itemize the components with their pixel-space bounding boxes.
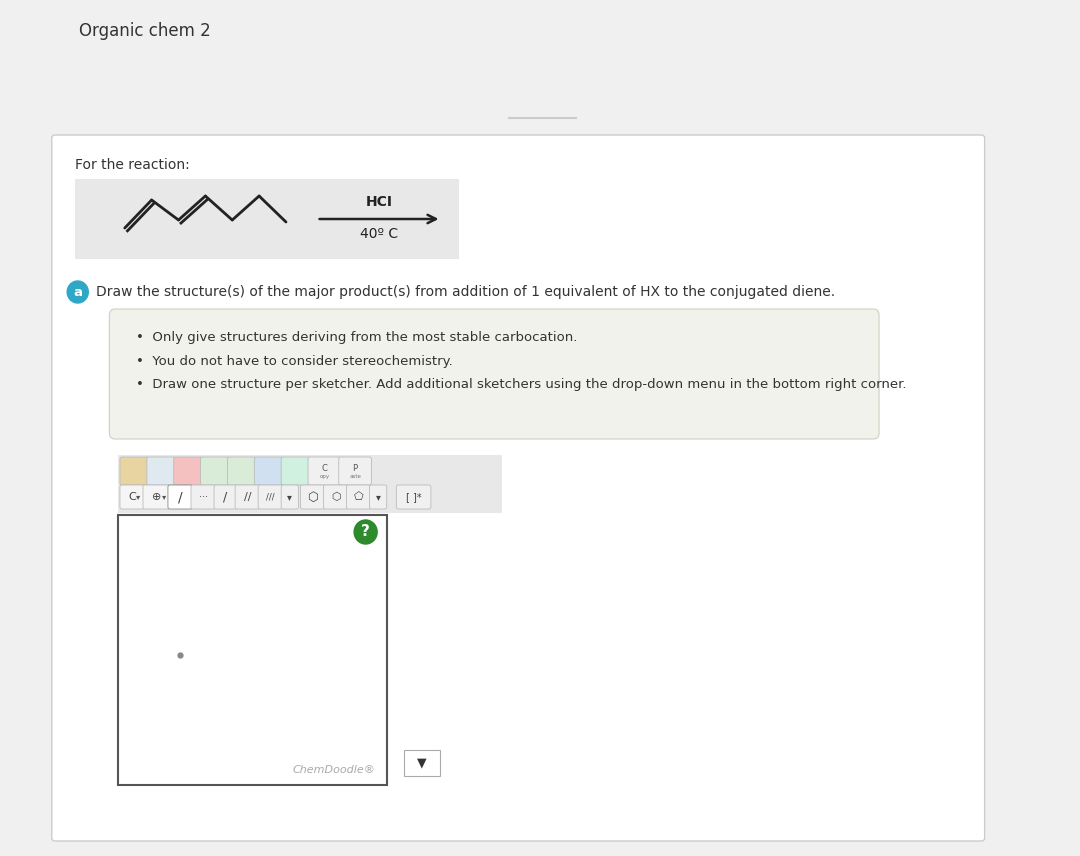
Circle shape xyxy=(354,520,377,544)
Text: ···: ··· xyxy=(199,492,208,502)
Text: 40º C: 40º C xyxy=(360,227,399,241)
FancyBboxPatch shape xyxy=(281,457,310,485)
Text: opy: opy xyxy=(320,473,329,479)
FancyBboxPatch shape xyxy=(201,457,229,485)
Text: /: / xyxy=(224,490,228,503)
Text: HCI: HCI xyxy=(365,195,392,209)
Circle shape xyxy=(67,281,89,303)
Text: For the reaction:: For the reaction: xyxy=(75,158,190,172)
FancyBboxPatch shape xyxy=(235,485,260,509)
Text: ///: /// xyxy=(267,492,275,502)
FancyBboxPatch shape xyxy=(396,485,431,509)
Text: ▾: ▾ xyxy=(162,492,166,502)
Text: ▾: ▾ xyxy=(287,492,293,502)
FancyBboxPatch shape xyxy=(118,455,502,513)
FancyBboxPatch shape xyxy=(300,485,325,509)
FancyBboxPatch shape xyxy=(143,485,170,509)
FancyBboxPatch shape xyxy=(109,309,879,439)
Text: ▾: ▾ xyxy=(136,492,140,502)
FancyBboxPatch shape xyxy=(168,485,193,509)
Text: •  Draw one structure per sketcher. Add additional sketchers using the drop-down: • Draw one structure per sketcher. Add a… xyxy=(136,377,907,390)
FancyBboxPatch shape xyxy=(258,485,283,509)
Text: /: / xyxy=(178,490,183,504)
FancyBboxPatch shape xyxy=(281,485,298,509)
Text: ⬠: ⬠ xyxy=(354,492,364,502)
Text: C: C xyxy=(129,492,136,502)
FancyBboxPatch shape xyxy=(214,485,237,509)
Text: •  You do not have to consider stereochemistry.: • You do not have to consider stereochem… xyxy=(136,354,453,367)
Text: ?: ? xyxy=(361,525,370,539)
Text: •  Only give structures deriving from the most stable carbocation.: • Only give structures deriving from the… xyxy=(136,331,578,344)
FancyBboxPatch shape xyxy=(120,457,149,485)
FancyBboxPatch shape xyxy=(174,457,202,485)
Text: ChemDoodle®: ChemDoodle® xyxy=(293,765,375,775)
Text: ▼: ▼ xyxy=(418,757,427,770)
Text: ⬡: ⬡ xyxy=(330,492,341,502)
FancyBboxPatch shape xyxy=(347,485,372,509)
FancyBboxPatch shape xyxy=(120,485,145,509)
Text: ⬡: ⬡ xyxy=(308,490,319,503)
FancyBboxPatch shape xyxy=(339,457,372,485)
FancyBboxPatch shape xyxy=(404,750,441,776)
Text: ⊕: ⊕ xyxy=(151,492,161,502)
FancyBboxPatch shape xyxy=(118,515,387,785)
FancyBboxPatch shape xyxy=(369,485,387,509)
Text: ▾: ▾ xyxy=(376,492,380,502)
FancyBboxPatch shape xyxy=(228,457,256,485)
Text: //: // xyxy=(244,492,252,502)
Text: a: a xyxy=(73,286,82,299)
FancyBboxPatch shape xyxy=(147,457,176,485)
Text: Organic chem 2: Organic chem 2 xyxy=(79,22,211,40)
Text: P: P xyxy=(352,463,357,473)
FancyBboxPatch shape xyxy=(75,179,459,259)
FancyBboxPatch shape xyxy=(191,485,216,509)
Text: aste: aste xyxy=(349,473,361,479)
FancyBboxPatch shape xyxy=(323,485,349,509)
Text: C: C xyxy=(322,463,327,473)
FancyBboxPatch shape xyxy=(254,457,283,485)
Text: Draw the structure(s) of the major product(s) from addition of 1 equivalent of H: Draw the structure(s) of the major produ… xyxy=(96,285,835,299)
Text: [ ]*: [ ]* xyxy=(406,492,421,502)
FancyBboxPatch shape xyxy=(52,135,985,841)
FancyBboxPatch shape xyxy=(308,457,340,485)
